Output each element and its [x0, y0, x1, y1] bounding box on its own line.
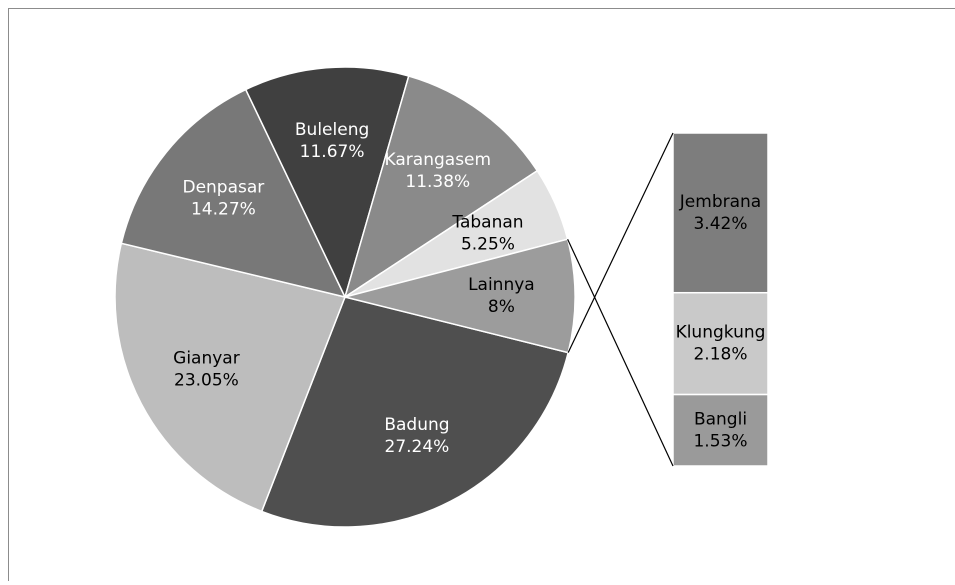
slice-value-label: 8% [488, 297, 515, 317]
slice-label: Badung [384, 415, 449, 435]
breakout-value-label: 1.53% [693, 431, 747, 451]
connector-line [568, 133, 673, 353]
slice-value-label: 23.05% [174, 371, 239, 391]
breakout-bar [673, 293, 768, 395]
slice-label: Lainnya [468, 275, 535, 295]
breakout-bar [673, 395, 768, 466]
slice-label: Buleleng [295, 120, 369, 140]
breakout-value-label: 3.42% [693, 214, 747, 234]
connector-line [568, 239, 673, 466]
slice-value-label: 11.67% [300, 142, 365, 162]
slice-value-label: 11.38% [405, 172, 470, 192]
breakout-value-label: 2.18% [693, 345, 747, 365]
slice-label: Denpasar [182, 178, 264, 198]
slice-value-label: 5.25% [461, 235, 515, 255]
slice-label: Gianyar [173, 349, 240, 369]
slice-label: Tabanan [451, 213, 523, 233]
slice-label: Karangasem [385, 150, 492, 170]
breakout-label: Klungkung [676, 323, 766, 343]
breakout-bar [673, 133, 768, 293]
slice-value-label: 14.27% [191, 200, 256, 220]
slice-value-label: 27.24% [385, 437, 450, 457]
breakout-label: Bangli [694, 409, 747, 429]
breakout-label: Jembrana [679, 192, 761, 212]
